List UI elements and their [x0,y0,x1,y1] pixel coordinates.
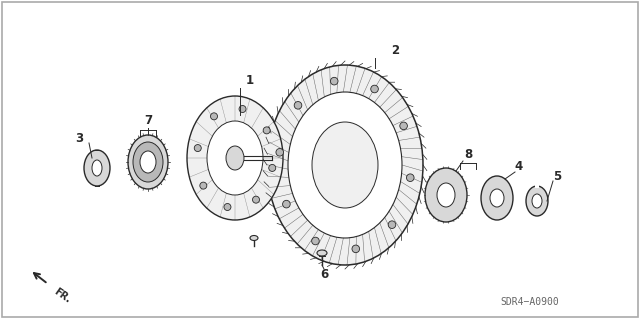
Circle shape [211,113,218,120]
Ellipse shape [312,122,378,208]
Circle shape [263,127,270,134]
Circle shape [352,245,360,253]
Circle shape [330,77,338,85]
Text: 1: 1 [246,73,254,86]
Circle shape [283,200,290,208]
Ellipse shape [317,250,327,256]
Circle shape [276,149,284,156]
Circle shape [312,237,319,245]
Circle shape [388,221,396,228]
Ellipse shape [187,96,283,220]
Ellipse shape [140,151,156,173]
Text: SDR4−A0900: SDR4−A0900 [500,297,559,307]
Text: 4: 4 [515,160,523,173]
Circle shape [294,101,302,109]
Circle shape [239,106,246,113]
Ellipse shape [226,146,244,170]
Text: 6: 6 [320,269,328,281]
Ellipse shape [288,92,402,238]
Ellipse shape [250,235,258,241]
Ellipse shape [267,65,423,265]
Ellipse shape [92,160,102,176]
Ellipse shape [526,186,548,216]
Text: 7: 7 [144,114,152,127]
Text: 8: 8 [464,149,472,161]
Text: 3: 3 [75,131,83,145]
Circle shape [371,85,378,93]
Text: FR.: FR. [52,286,72,305]
Circle shape [406,174,414,182]
Ellipse shape [128,135,168,189]
FancyBboxPatch shape [535,185,539,188]
Circle shape [253,196,259,203]
Ellipse shape [490,189,504,207]
Ellipse shape [133,142,163,182]
Circle shape [200,182,207,189]
Ellipse shape [532,194,542,208]
Circle shape [400,122,408,130]
Circle shape [269,164,276,171]
Text: 2: 2 [391,43,399,56]
Ellipse shape [84,150,110,186]
Circle shape [195,145,201,152]
Text: 5: 5 [553,170,561,183]
Circle shape [224,204,231,211]
Ellipse shape [481,176,513,220]
Ellipse shape [207,121,263,195]
Ellipse shape [437,183,455,207]
Ellipse shape [425,168,467,222]
